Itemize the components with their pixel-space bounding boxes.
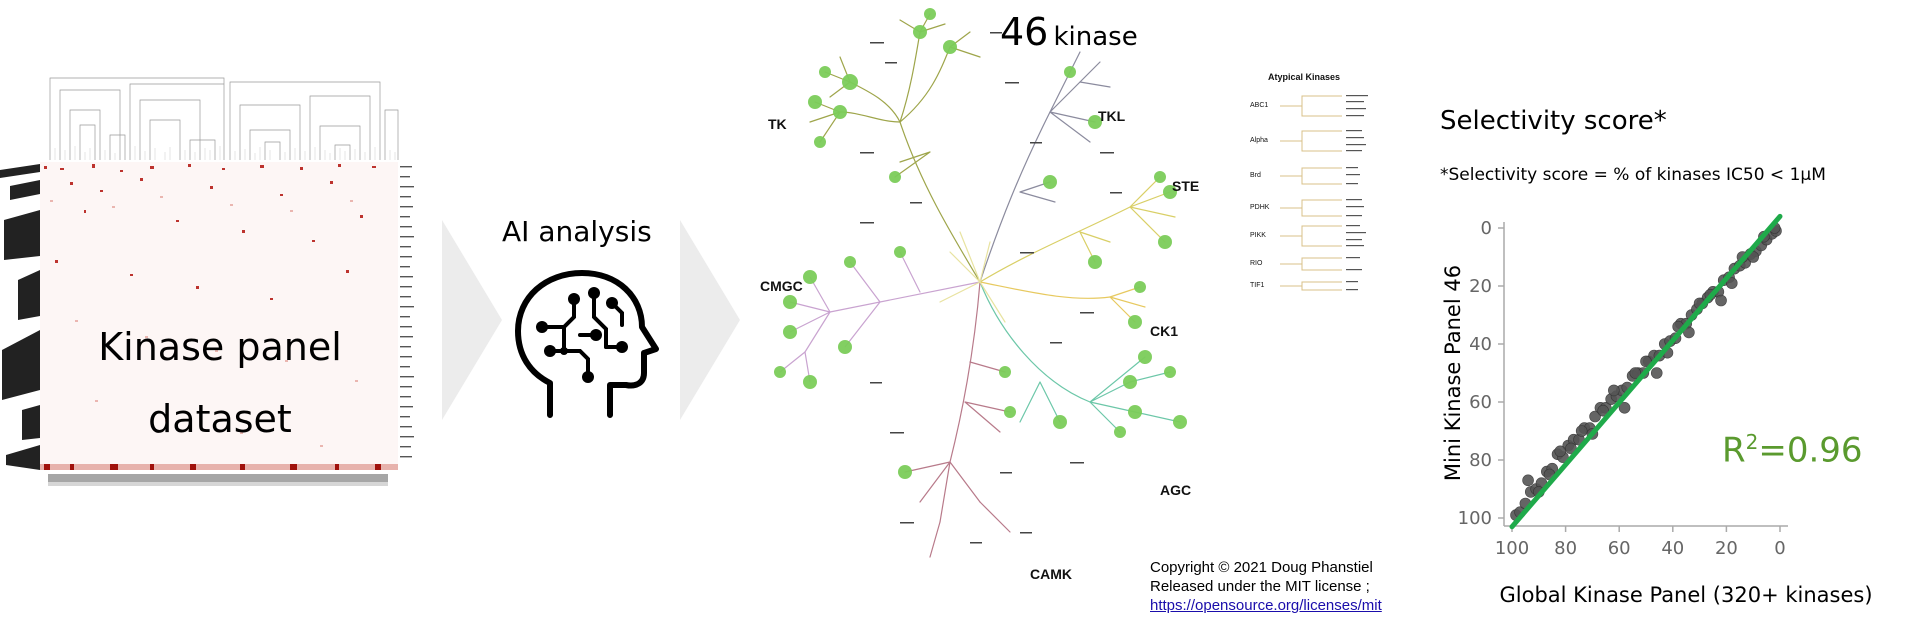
kinome-tree (774, 8, 1187, 558)
r-squared-annotation: R2=0.96 (1722, 430, 1863, 470)
data-point (1683, 326, 1695, 339)
data-point (1575, 425, 1588, 437)
kinase-count-label: kinase (1053, 22, 1138, 52)
data-point (1618, 402, 1631, 414)
kinase-count: 46 (1000, 10, 1049, 54)
flow-arrow-2 (680, 220, 740, 420)
regression-line (1509, 213, 1783, 530)
atypical-group-pdhk: PDHK (1250, 204, 1270, 211)
data-point (1725, 277, 1738, 289)
r-squared-symbol: R (1722, 430, 1746, 471)
family-label-tkl: TKL (1098, 108, 1126, 124)
data-point (1522, 474, 1534, 487)
x-tick-label: 40 (1661, 538, 1684, 559)
data-point (1597, 404, 1609, 417)
data-point (1608, 384, 1620, 397)
family-label-agc: AGC (1160, 482, 1192, 498)
x-tick-label: 0 (1774, 538, 1785, 559)
ai-analysis-label: AI analysis (502, 215, 652, 248)
dataset-panel: Kinase panel dataset (0, 60, 450, 540)
license-line: Released under the MIT license ; (1150, 578, 1370, 595)
kinome-tree-title: 46 kinase (1000, 10, 1138, 54)
heatmap-dendrogram-graphic (0, 77, 414, 486)
family-label-tk: TK (768, 116, 787, 132)
family-label-ste: STE (1172, 178, 1200, 194)
atypical-kinases-title: Atypical Kinases (1268, 72, 1341, 82)
x-axis-title: Global Kinase Panel (320+ kinases) (1499, 583, 1872, 607)
data-point (1629, 367, 1642, 379)
atypical-group-brd: Brd (1250, 172, 1261, 179)
license-link[interactable]: https://opensource.org/licenses/mit (1150, 597, 1382, 614)
x-tick-label: 100 (1495, 538, 1529, 559)
selectivity-scatter-chart: 100 80 60 40 20 0 0 20 40 60 80 100 Mini Kinase Pane… (1441, 213, 1873, 607)
brain-circuit-head-icon (515, 270, 659, 418)
selectivity-title: Selectivity score* (1440, 106, 1667, 136)
flow-arrow-1 (442, 220, 502, 420)
dataset-title-line2: dataset (148, 397, 292, 441)
family-label-ck1: CK1 (1150, 323, 1179, 339)
copyright-block: Copyright © 2021 Doug Phanstiel Released… (1150, 558, 1382, 615)
atypical-group-abc1: ABC1 (1250, 102, 1269, 109)
y-axis-title: Mini Kinase Panel 46 (1441, 265, 1465, 481)
y-tick-label: 20 (1469, 276, 1492, 297)
dataset-title-line1: Kinase panel (98, 325, 342, 369)
y-tick-label: 60 (1469, 392, 1492, 413)
selectivity-definition: *Selectivity score = % of kinases IC50 <… (1440, 165, 1826, 185)
y-tick-label: 40 (1469, 334, 1492, 355)
data-point (1554, 445, 1567, 458)
data-point (1715, 294, 1727, 307)
r-squared-exponent: 2 (1745, 430, 1759, 454)
atypical-group-pikk: PIKK (1250, 232, 1266, 239)
y-tick-label: 80 (1469, 450, 1492, 471)
r-squared-value: =0.96 (1758, 430, 1863, 471)
atypical-group-alpha: Alpha (1250, 137, 1268, 144)
data-point (1589, 410, 1601, 423)
family-label-camk: CAMK (1030, 566, 1072, 582)
copyright-line: Copyright © 2021 Doug Phanstiel (1150, 559, 1373, 576)
atypical-group-tif1: TIF1 (1250, 282, 1265, 289)
x-tick-label: 20 (1715, 538, 1738, 559)
y-tick-label: 0 (1481, 218, 1492, 239)
atypical-group-rio: RIO (1250, 260, 1263, 267)
data-point (1650, 367, 1663, 379)
family-label-cmgc: CMGC (760, 278, 803, 294)
x-tick-label: 60 (1608, 538, 1631, 559)
x-tick-label: 80 (1554, 538, 1577, 559)
atypical-kinases-tree (1280, 95, 1368, 291)
y-tick-label: 100 (1458, 508, 1492, 529)
